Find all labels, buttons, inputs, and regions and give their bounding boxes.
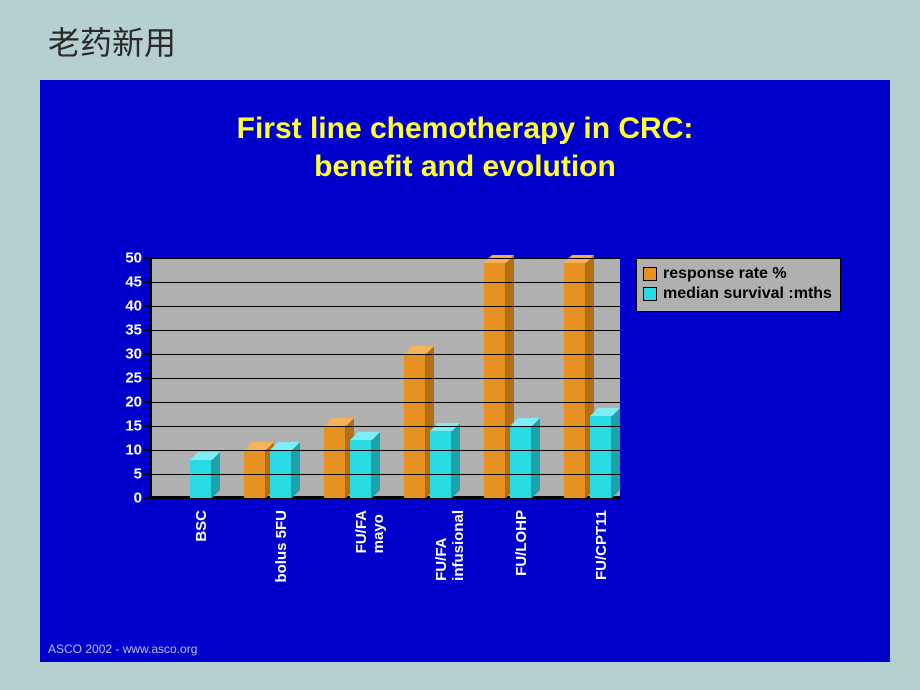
slide-title: 老药新用 (48, 18, 176, 64)
gridline (150, 378, 620, 379)
y-tick-label: 30 (125, 346, 142, 363)
gridline (150, 330, 620, 331)
bar (590, 408, 620, 498)
footer-credit: ASCO 2002 - www.asco.org (48, 642, 197, 656)
y-tick-label: 10 (125, 442, 142, 459)
gridline (150, 402, 620, 403)
gridline (150, 258, 620, 259)
y-tick-label: 5 (134, 466, 142, 483)
legend-label: response rate % (663, 265, 787, 283)
y-tick-label: 20 (125, 394, 142, 411)
gridline (150, 282, 620, 283)
x-axis-label: FU/FA mayo (354, 510, 387, 553)
y-tick-label: 15 (125, 418, 142, 435)
legend-item-median-survival: median survival :mths (643, 285, 832, 303)
plot-area: 05101520253035404550 (150, 258, 620, 498)
y-tick-label: 40 (125, 298, 142, 315)
gridline (150, 426, 620, 427)
legend-swatch (643, 267, 657, 281)
x-axis-label: bolus 5FU (274, 510, 291, 583)
chart-title-line1: First line chemotherapy in CRC: (237, 112, 694, 145)
y-tick-label: 35 (125, 322, 142, 339)
bar (430, 423, 460, 498)
slide: 老药新用 First line chemotherapy in CRC: ben… (0, 0, 920, 690)
y-tick-label: 45 (125, 274, 142, 291)
x-axis-labels: BSC bolus 5FU FU/FA mayo FU/FA infusional FU… (150, 498, 620, 668)
chart-title-line2: benefit and evolution (314, 150, 616, 183)
legend: response rate % median survival :mths (636, 258, 841, 312)
y-tick-label: 25 (125, 370, 142, 387)
chart-title: First line chemotherapy in CRC: benefit … (40, 110, 890, 185)
header-band: 老药新用 (0, 0, 920, 80)
y-tick-label: 50 (125, 250, 142, 267)
legend-item-response-rate: response rate % (643, 265, 832, 283)
x-axis-label: FU/LOHP (514, 510, 531, 576)
bar (510, 418, 540, 498)
x-axis-label: BSC (194, 510, 211, 542)
legend-swatch (643, 287, 657, 301)
gridline (150, 450, 620, 451)
gridline (150, 306, 620, 307)
x-axis-label: FU/FA infusional (434, 510, 467, 581)
chart-panel: First line chemotherapy in CRC: benefit … (40, 80, 890, 662)
gridline (150, 354, 620, 355)
gridline (150, 474, 620, 475)
x-axis-label: FU/CPT11 (594, 510, 611, 580)
legend-label: median survival :mths (663, 285, 832, 303)
bar (350, 432, 380, 498)
y-tick-label: 0 (134, 490, 142, 507)
